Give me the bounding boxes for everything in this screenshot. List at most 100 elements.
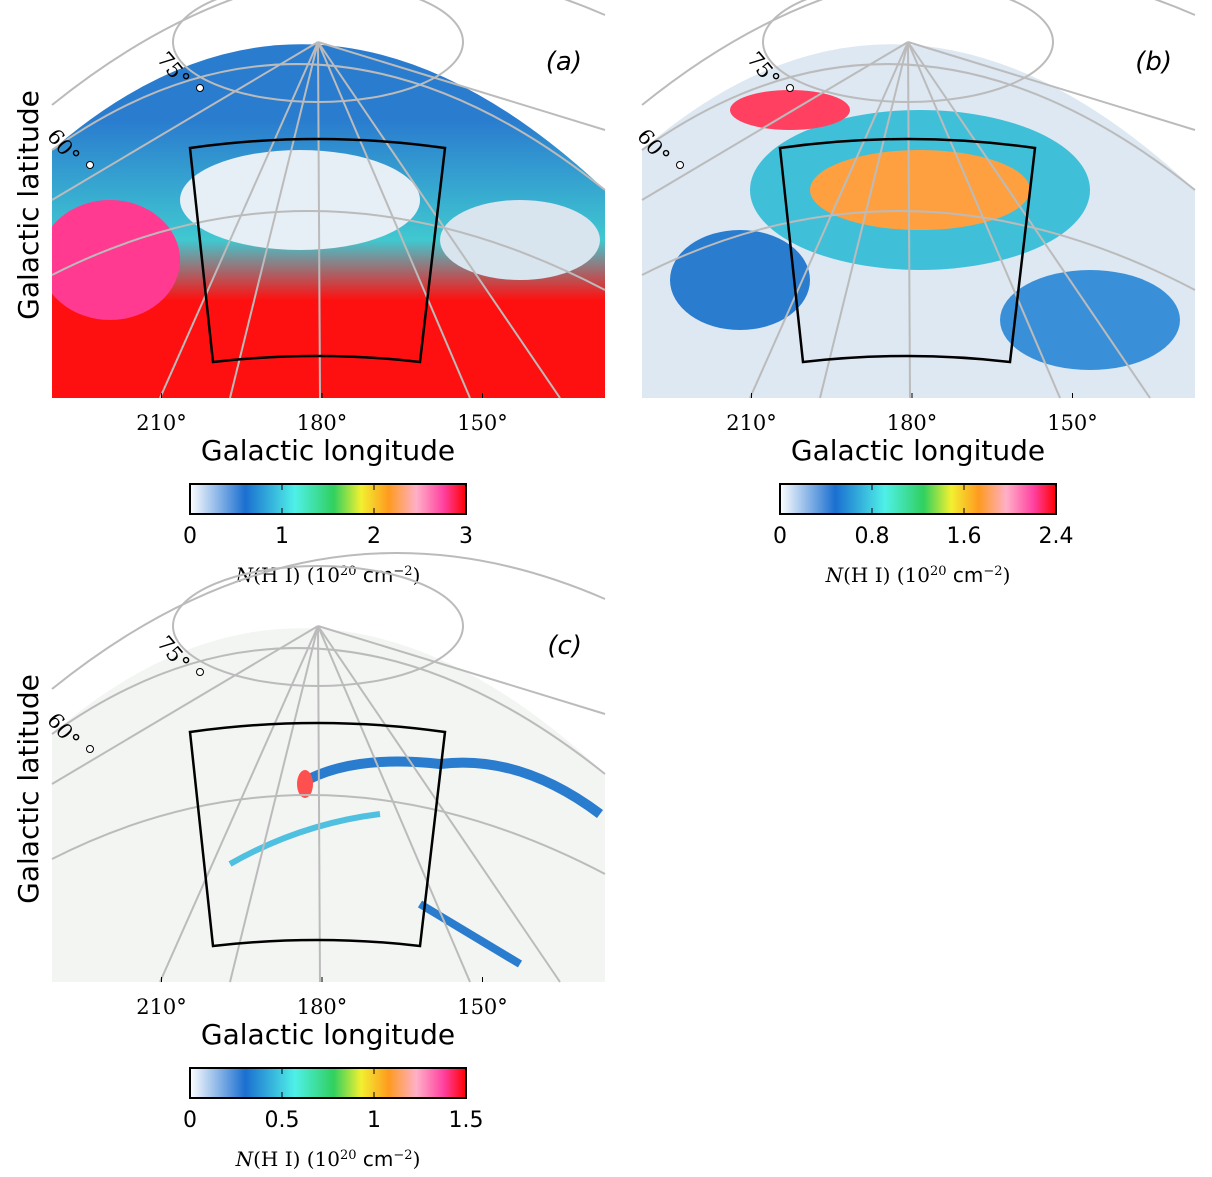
colorbar-tick-label: 3 xyxy=(459,524,473,549)
colorbar xyxy=(189,483,467,515)
map-texture xyxy=(1000,270,1180,370)
meridian xyxy=(317,41,606,131)
sky-map xyxy=(642,44,1195,398)
x-axis-label: Galactic longitude xyxy=(791,434,1045,467)
colorbar-tick-label: 0 xyxy=(183,1108,197,1133)
colorbar-label-part: cm xyxy=(947,563,984,587)
colorbar-tick-label: 1 xyxy=(275,524,289,549)
graticule xyxy=(51,0,606,399)
lon-tick-label: 180° xyxy=(887,411,938,435)
map-texture xyxy=(670,230,810,330)
latitude-circle xyxy=(641,63,1196,191)
lon-tick-label: 150° xyxy=(457,411,508,435)
sky-map xyxy=(52,628,605,982)
panel-label: (b) xyxy=(1135,47,1172,77)
latitude-circle xyxy=(51,0,606,106)
region-box xyxy=(188,137,447,364)
colorbar-label-part: N xyxy=(235,1147,255,1171)
map-texture xyxy=(52,200,180,320)
colorbar-label-part: 20 xyxy=(930,564,947,579)
colorbar-label-part: N xyxy=(825,563,845,587)
meridian xyxy=(51,41,319,201)
map-texture xyxy=(52,628,605,982)
map-texture xyxy=(440,200,600,280)
lat-tick xyxy=(196,84,204,92)
meridian xyxy=(317,625,321,983)
map-texture xyxy=(810,150,1030,230)
colorbar-label-part: ) xyxy=(413,1147,421,1171)
x-axis-label: Galactic longitude xyxy=(201,1018,455,1051)
colorbar-tick-label: 1.5 xyxy=(449,1108,484,1133)
meridian xyxy=(317,41,561,399)
colorbar-label-part: cm xyxy=(357,563,394,587)
colorbar-label-part: −2 xyxy=(393,1148,412,1163)
lat-tick xyxy=(86,161,94,169)
panel: (b)210° 180° 150°75°60°Galactic longitude0… xyxy=(632,0,1196,587)
lon-tick-label: 210° xyxy=(136,995,187,1019)
meridian xyxy=(819,41,909,399)
meridian xyxy=(749,41,909,399)
region-box xyxy=(188,721,447,948)
panel-label: (c) xyxy=(547,631,582,661)
lat-tick xyxy=(196,668,204,676)
lon-tick-label: 210° xyxy=(136,411,187,435)
map-texture xyxy=(297,770,313,798)
y-axis-label: Galactic latitude xyxy=(12,90,45,320)
region-box xyxy=(778,137,1037,364)
colorbar-tick-label: 1.6 xyxy=(947,524,982,549)
graticule xyxy=(51,552,606,983)
colorbar-tick-label: 0.5 xyxy=(265,1108,300,1133)
colorbar-tick-label: 0 xyxy=(183,524,197,549)
latitude-circle xyxy=(51,552,606,690)
meridian xyxy=(317,41,471,399)
meridian xyxy=(907,41,1196,131)
x-axis-label: Galactic longitude xyxy=(201,434,455,467)
lon-tick-label: 210° xyxy=(726,411,777,435)
map-texture xyxy=(228,811,381,867)
colorbar-tick-label: 2 xyxy=(367,524,381,549)
latitude-circle xyxy=(641,210,1196,291)
meridian xyxy=(229,41,319,399)
colorbar-label-part: (H I) (10 xyxy=(843,563,930,587)
latitude-circle xyxy=(641,0,1196,106)
colorbar-label-part: ) xyxy=(413,563,421,587)
colorbar-label-part: ) xyxy=(1003,563,1011,587)
panel: (c)210° 180° 150°75°60°Galactic longitudeG… xyxy=(12,552,606,1171)
colorbar-label: N(H I) (1020 cm−2) xyxy=(825,563,1011,587)
map-texture xyxy=(417,900,523,968)
meridian xyxy=(317,625,606,715)
colorbar-tick-label: 1 xyxy=(367,1108,381,1133)
meridian xyxy=(159,625,319,983)
lat-tick xyxy=(676,161,684,169)
colorbar-label-part: cm xyxy=(357,1147,394,1171)
graticule xyxy=(641,0,1196,399)
colorbar-label-part: 20 xyxy=(340,564,357,579)
lat-tick xyxy=(86,745,94,753)
lon-tick-label: 150° xyxy=(1047,411,1098,435)
latitude-circle xyxy=(51,63,606,191)
meridian xyxy=(229,625,319,983)
latitude-circle xyxy=(51,210,606,291)
colorbar-tick-label: 2.4 xyxy=(1039,524,1074,549)
lon-tick-label: 150° xyxy=(457,995,508,1019)
y-axis-label: Galactic latitude xyxy=(12,674,45,904)
colorbar-label-part: 20 xyxy=(340,1148,357,1163)
meridian xyxy=(317,625,471,983)
meridian xyxy=(51,625,319,785)
meridian xyxy=(641,41,909,201)
colorbar-tick-label: 0 xyxy=(773,524,787,549)
latitude-circle xyxy=(51,794,606,875)
colorbar-label-part: −2 xyxy=(393,564,412,579)
colorbar-label-part: (H I) (10 xyxy=(253,1147,340,1171)
meridian xyxy=(907,41,1151,399)
panel-label: (a) xyxy=(546,47,582,77)
colorbar xyxy=(189,1067,467,1099)
meridian xyxy=(907,41,1061,399)
map-texture xyxy=(180,150,420,250)
meridian xyxy=(317,625,561,983)
lat-tick xyxy=(786,84,794,92)
colorbar-label-part: −2 xyxy=(983,564,1002,579)
colorbar-tick-label: 0.8 xyxy=(855,524,890,549)
latitude-circle xyxy=(51,647,606,775)
